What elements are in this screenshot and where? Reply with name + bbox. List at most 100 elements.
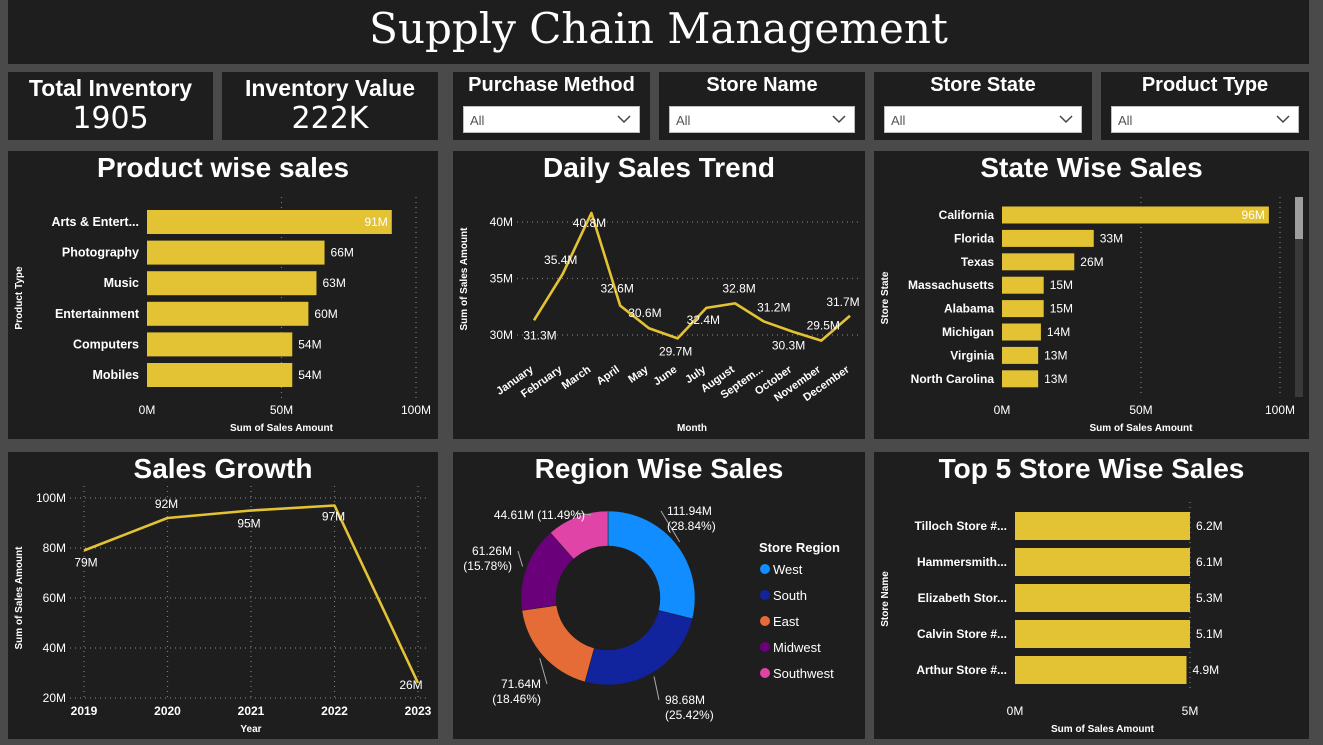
slice-label: (18.46%) (492, 692, 541, 706)
scrollbar-thumb[interactable] (1295, 197, 1303, 239)
slicer-label: Product Type (1141, 74, 1269, 96)
bar (1015, 584, 1190, 612)
product-type-dropdown[interactable]: All (1111, 106, 1299, 133)
category-label: Arthur Store #... (916, 663, 1007, 677)
data-label: 29.5M (807, 319, 840, 333)
y-tick-label: 35M (490, 272, 513, 286)
data-label: 32.6M (601, 282, 634, 296)
chart-title: State Wise Sales (980, 152, 1203, 183)
data-label: 54M (298, 337, 321, 351)
category-label: Computers (73, 337, 139, 351)
bar (1002, 253, 1075, 271)
top-5-store-sales-chart: 0M 5M Tilloch Store #... 6.2M Hammersmith...… (880, 502, 1223, 735)
data-label: 13M (1044, 372, 1067, 386)
y-axis-label: Store Name (880, 571, 891, 627)
x-tick-label: 50M (1129, 403, 1152, 417)
chevron-down-icon (617, 115, 631, 124)
chart-title: Daily Sales Trend (543, 152, 775, 183)
x-tick-label: June (651, 364, 679, 389)
data-label: 63M (322, 276, 345, 290)
sales-growth-chart: 20M 40M 60M 80M 100M 79M 2019 92M 2020 95M 2021 97M… (14, 486, 432, 735)
y-tick-label: 100M (36, 491, 66, 505)
legend-swatch (760, 616, 770, 626)
category-label: Virginia (950, 348, 994, 362)
y-tick-label: 40M (43, 641, 66, 655)
leader-line (653, 676, 660, 701)
category-label: Calvin Store #... (917, 627, 1007, 641)
y-tick-label: 60M (43, 591, 66, 605)
scrollbar[interactable] (1295, 197, 1303, 397)
data-label: 15M (1050, 302, 1073, 316)
data-label: 29.7M (659, 344, 692, 358)
data-label: 5.1M (1196, 627, 1223, 641)
bar (147, 332, 293, 357)
kpi-total-inventory: Total Inventory 1905 (8, 72, 213, 140)
data-label: 6.1M (1196, 555, 1223, 569)
category-label: Elizabeth Stor... (918, 591, 1007, 605)
bar (1002, 276, 1044, 294)
slicer-product-type: Product Type All (1101, 72, 1309, 140)
data-label: 91M (364, 215, 387, 229)
category-label: Tilloch Store #... (915, 519, 1007, 533)
leader-line (660, 510, 681, 543)
legend-entry: West (773, 562, 803, 577)
kpi-label: Inventory Value (244, 75, 415, 101)
legend-swatch (760, 564, 770, 574)
bar (1002, 346, 1039, 364)
bar (147, 271, 317, 296)
category-label: Hammersmith... (917, 555, 1007, 569)
store-state-dropdown[interactable]: All (884, 106, 1082, 133)
bar (1015, 656, 1187, 684)
data-label: 26M (399, 678, 422, 692)
data-label: 96M (1242, 208, 1265, 222)
legend-swatch (760, 668, 770, 678)
y-tick-label: 30M (490, 328, 513, 342)
bar (1015, 548, 1190, 576)
x-axis-label: Month (677, 423, 707, 434)
data-label: 31.7M (826, 295, 859, 309)
x-tick-label: 5M (1182, 704, 1199, 718)
x-tick-label: March (560, 363, 594, 392)
category-label: North Carolina (911, 372, 995, 386)
slice-label: (15.78%) (463, 559, 512, 573)
legend-entry: Midwest (773, 640, 821, 655)
data-label: 35.4M (544, 253, 577, 267)
data-label: 66M (331, 246, 354, 260)
series-line (532, 211, 851, 342)
x-tick-label: 2019 (71, 704, 98, 718)
bar (147, 301, 309, 326)
chart-title: Sales Growth (133, 453, 313, 484)
dropdown-value: All (676, 113, 691, 128)
legend-entry: East (773, 614, 799, 629)
x-tick-label: 2022 (321, 704, 348, 718)
x-tick-label: 50M (270, 403, 293, 417)
x-tick-label: 2023 (405, 704, 432, 718)
data-label: 31.3M (523, 328, 556, 342)
data-label: 14M (1047, 325, 1070, 339)
y-axis-label: Store State (880, 271, 891, 324)
bar (1002, 300, 1044, 318)
data-label: 95M (237, 517, 260, 531)
data-label: 6.2M (1196, 519, 1223, 533)
dashboard-title: Supply Chain Management (369, 4, 948, 53)
slicer-store-state: Store State All (874, 72, 1092, 140)
purchase-method-dropdown[interactable]: All (463, 106, 640, 133)
x-tick-label: 2021 (238, 704, 265, 718)
slicer-label: Store Name (706, 74, 818, 96)
product-wise-sales-chart: 0M 50M 100M Arts & Entert... 91M Photography 6… (14, 197, 431, 434)
slice-label: 71.64M (501, 677, 541, 691)
data-label: 30.6M (628, 306, 661, 320)
slice-label: 61.26M (472, 544, 512, 558)
slice-label: (25.42%) (665, 708, 714, 722)
x-axis-label: Sum of Sales Amount (1051, 724, 1155, 735)
slicer-label: Store State (930, 74, 1036, 96)
x-tick-label: 0M (139, 403, 156, 417)
category-label: Entertainment (55, 307, 140, 321)
store-name-dropdown[interactable]: All (669, 106, 855, 133)
legend-entry: South (773, 588, 807, 603)
bar (1002, 206, 1269, 224)
legend-entry: Southwest (773, 666, 834, 681)
data-label: 97M (322, 510, 345, 524)
series-line (83, 504, 420, 684)
kpi-inventory-value: Inventory Value 222K (222, 72, 438, 140)
